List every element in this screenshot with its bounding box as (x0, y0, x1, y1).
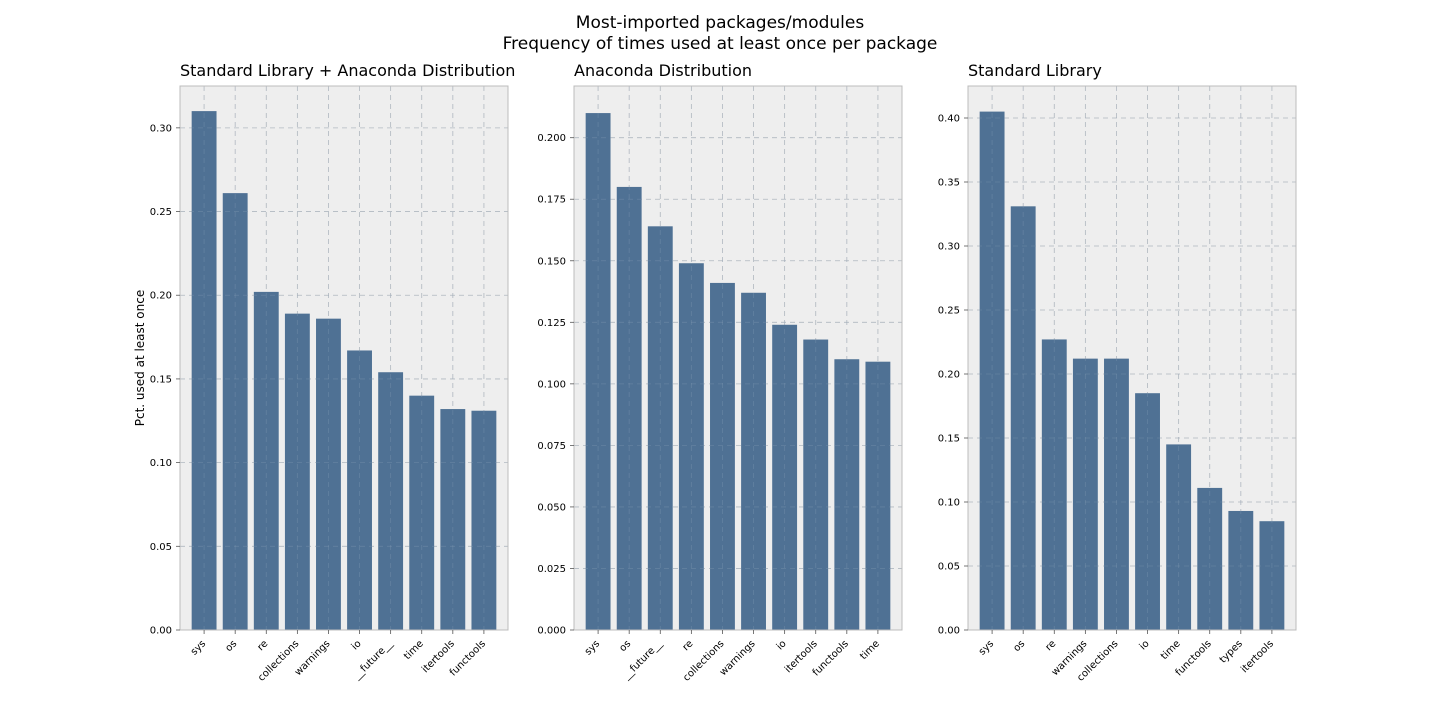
bar-itertools (803, 339, 829, 630)
bar-io (772, 324, 798, 630)
bar-collections (284, 313, 310, 630)
x-tick-label: sys (977, 638, 996, 657)
bar-itertools (1259, 521, 1285, 630)
bars (574, 86, 902, 631)
x-tick-label: re (256, 638, 271, 653)
x-tick-label: os (224, 638, 240, 654)
bar-time (1166, 444, 1192, 630)
bar-io (347, 350, 372, 630)
chart-title: Anaconda Distribution (574, 61, 752, 80)
bar-itertools (440, 409, 466, 630)
y-tick-label: 0.125 (537, 318, 566, 329)
y-tick-label: 0.40 (938, 114, 960, 125)
x-tick-label: os (1012, 638, 1028, 654)
bars (968, 86, 1296, 631)
chart-panel-stdlib: 0.00 0.05 0.10 0.15 0.20 0.25 0.30 0.35 0.40 sys… (938, 61, 1297, 684)
y-tick-label: 0.25 (150, 207, 172, 218)
y-tick-label: 0.35 (938, 178, 960, 189)
plot-frame (573, 85, 903, 631)
bar-types (1228, 510, 1254, 630)
bar-re (253, 291, 279, 630)
bar-sys (979, 111, 1005, 631)
plot-frame (967, 85, 1297, 631)
y-tick-label: 0.25 (938, 306, 960, 317)
y-axis: 0.00 0.05 0.10 0.15 0.20 0.25 0.30 (150, 123, 180, 637)
y-tick-label: 0.00 (938, 626, 960, 637)
y-tick-label: 0.150 (537, 256, 566, 267)
chart-title: Standard Library (968, 61, 1102, 80)
x-tick-label: sys (189, 638, 208, 657)
bar-functools (1197, 487, 1223, 630)
y-tick-label: 0.050 (537, 502, 566, 513)
bar-re (1041, 339, 1067, 630)
y-tick-label: 0.10 (150, 458, 172, 469)
x-tick-label: sys (583, 638, 602, 657)
chart-panel-anaconda: 0.000 0.025 0.050 0.075 0.100 0.125 0.150 0.175… (537, 61, 903, 684)
bar-__future__ (378, 372, 404, 630)
y-tick-label: 0.30 (938, 242, 960, 253)
x-tick-label: io (1138, 638, 1152, 652)
x-tick-label: io (775, 638, 789, 652)
bar-os (616, 186, 642, 630)
x-tick-label: os (618, 638, 634, 654)
grid-overlay (968, 86, 1296, 630)
y-tick-label: 0.05 (938, 562, 960, 573)
x-tick-label: itertools (1239, 638, 1276, 675)
x-tick-label: time (402, 638, 426, 662)
y-tick-label: 0.200 (537, 133, 566, 144)
x-tick-label: re (681, 638, 696, 653)
bar-re (678, 263, 704, 630)
bar-os (222, 193, 248, 630)
y-tick-label: 0.20 (150, 291, 172, 302)
x-tick-label: time (858, 638, 882, 662)
bars (180, 86, 508, 631)
bar-functools (834, 359, 860, 630)
y-axis: 0.00 0.05 0.10 0.15 0.20 0.25 0.30 0.35 0.40 (938, 114, 968, 637)
bar-time (409, 395, 435, 630)
bar-warnings (1072, 358, 1098, 630)
y-tick-label: 0.30 (150, 123, 172, 134)
x-tick-label: io (350, 638, 364, 652)
y-axis: 0.000 0.025 0.050 0.075 0.100 0.125 0.150 0.175… (537, 133, 574, 637)
bar-collections (710, 282, 735, 630)
y-tick-label: 0.00 (150, 626, 172, 637)
y-tick-label: 0.000 (537, 626, 566, 637)
bar-warnings (741, 292, 766, 630)
y-tick-label: 0.025 (537, 564, 566, 575)
x-tick-label: re (1044, 638, 1059, 653)
y-tick-label: 0.100 (537, 379, 566, 390)
y-tick-label: 0.05 (150, 542, 172, 553)
y-tick-label: 0.20 (938, 370, 960, 381)
bar-warnings (316, 318, 341, 630)
x-tick-label: types (1218, 638, 1245, 665)
figure-title-line1: Most-imported packages/modules (576, 13, 865, 33)
bar-sys (585, 113, 611, 631)
y-axis-label: Pct. used at least once (133, 290, 147, 426)
bar-os (1010, 206, 1036, 630)
y-tick-label: 0.10 (938, 498, 960, 509)
y-tick-label: 0.15 (150, 374, 172, 385)
y-tick-label: 0.075 (537, 441, 566, 452)
figure-title-line2: Frequency of times used at least once pe… (503, 34, 938, 54)
y-tick-label: 0.175 (537, 195, 566, 206)
bar-functools (471, 410, 497, 630)
y-tick-label: 0.15 (938, 434, 960, 445)
bar-time (865, 361, 891, 630)
plot-frame (179, 85, 509, 631)
bar-io (1135, 393, 1160, 630)
chart-title: Standard Library + Anaconda Distribution (180, 61, 515, 80)
grid-overlay (180, 86, 508, 630)
bar-__future__ (647, 226, 673, 631)
bar-collections (1104, 358, 1129, 630)
x-tick-label: time (1159, 638, 1183, 662)
chart-panel-combined: 0.000.050.100.150.200.250.30 sys os recoll… (133, 61, 515, 684)
grid-overlay (574, 86, 902, 630)
bar-sys (191, 111, 217, 631)
